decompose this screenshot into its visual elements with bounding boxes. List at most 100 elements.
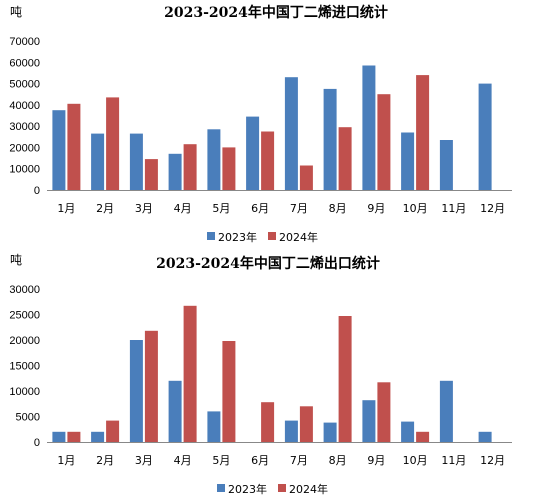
export-y-axis: 0 5000 10000 15000 20000 25000 30000 <box>9 284 40 449</box>
import-bar-2023 <box>129 133 143 190</box>
import-y-tick-label: 60000 <box>9 57 40 69</box>
export-x-tick-label: 7月 <box>290 454 308 467</box>
export-bar-2024 <box>261 402 275 442</box>
import-bar-2023 <box>168 153 182 190</box>
import-chart-title: 2023-2024年中国丁二烯进口统计 <box>164 4 388 21</box>
export-x-tick-label: 6月 <box>251 454 269 467</box>
export-legend-label-2023: 2023年 <box>228 482 267 496</box>
import-y-tick-label: 0 <box>34 185 40 197</box>
export-x-tick-label: 1月 <box>57 454 75 467</box>
import-bar-2024 <box>67 103 81 190</box>
export-x-tick-label: 11月 <box>441 454 466 467</box>
import-bar-2024 <box>144 159 158 190</box>
export-bar-2023 <box>323 422 337 442</box>
import-bar-2023 <box>323 88 337 190</box>
import-x-tick-label: 9月 <box>367 202 385 215</box>
import-x-tick-label: 6月 <box>251 202 269 215</box>
import-bar-2024 <box>261 131 275 190</box>
export-y-tick-label: 30000 <box>9 284 40 296</box>
import-bar-2023 <box>246 116 260 190</box>
export-bar-2023 <box>129 340 143 442</box>
import-x-tick-label: 3月 <box>135 202 153 215</box>
export-x-tick-label: 12月 <box>480 454 505 467</box>
import-y-tick-label: 40000 <box>9 100 40 112</box>
export-bar-2023 <box>478 431 492 442</box>
import-legend-label-2024: 2024年 <box>279 230 318 244</box>
export-y-tick-label: 20000 <box>9 335 40 347</box>
export-bar-2024 <box>299 406 313 442</box>
export-unit-label: 吨 <box>10 253 22 267</box>
export-y-tick-label: 0 <box>34 437 40 449</box>
export-bar-2024 <box>416 431 430 442</box>
export-bar-2023 <box>439 380 453 442</box>
export-bar-2023 <box>401 421 415 442</box>
import-x-axis-labels: 1月 2月 3月 4月 5月 6月 7月 8月 9月 10月 11月 12月 <box>57 202 505 215</box>
export-y-tick-label: 10000 <box>9 386 40 398</box>
import-bar-2023 <box>207 129 221 190</box>
import-bar-2023 <box>284 77 298 190</box>
export-bar-2023 <box>168 380 182 442</box>
export-x-tick-label: 10月 <box>403 454 428 467</box>
export-chart: 吨 2023-2024年中国丁二烯出口统计 0 5000 10000 15000 200… <box>9 253 512 496</box>
export-bar-2024 <box>338 316 352 442</box>
export-x-tick-label: 2月 <box>96 454 114 467</box>
import-bar-2024 <box>106 97 120 190</box>
export-y-tick-label: 5000 <box>16 412 40 424</box>
export-x-tick-label: 4月 <box>174 454 192 467</box>
import-x-tick-label: 7月 <box>290 202 308 215</box>
import-bar-2023 <box>401 132 415 190</box>
import-bar-2024 <box>222 147 236 190</box>
export-bar-2024 <box>106 420 120 442</box>
import-bar-2024 <box>377 94 391 190</box>
import-x-tick-label: 2月 <box>96 202 114 215</box>
import-bar-2023 <box>52 110 66 190</box>
export-bars <box>52 305 492 442</box>
export-y-tick-label: 25000 <box>9 310 40 322</box>
import-bar-2023 <box>439 140 453 190</box>
import-legend-swatch-2023 <box>207 232 215 240</box>
import-y-tick-label: 70000 <box>9 36 40 48</box>
export-bar-2024 <box>377 382 391 442</box>
export-x-axis-labels: 1月 2月 3月 4月 5月 6月 7月 8月 9月 10月 11月 12月 <box>57 454 505 467</box>
import-bar-2024 <box>416 75 430 190</box>
export-bar-2023 <box>52 431 66 442</box>
export-bar-2024 <box>183 305 197 442</box>
export-y-tick-label: 15000 <box>9 361 40 373</box>
import-legend: 2023年 2024年 <box>207 230 318 244</box>
export-legend-label-2024: 2024年 <box>289 482 328 496</box>
import-y-tick-label: 10000 <box>9 164 40 176</box>
import-x-tick-label: 11月 <box>441 202 466 215</box>
export-legend: 2023年 2024年 <box>217 482 328 496</box>
import-bars <box>52 65 492 190</box>
export-bar-2023 <box>362 400 376 442</box>
import-legend-label-2023: 2023年 <box>218 230 257 244</box>
import-y-tick-label: 30000 <box>9 121 40 133</box>
import-x-tick-label: 10月 <box>403 202 428 215</box>
import-bar-2023 <box>362 65 376 190</box>
import-x-tick-label: 8月 <box>329 202 347 215</box>
import-y-axis: 0 10000 20000 30000 40000 50000 60000 70000 <box>9 36 40 197</box>
import-bar-2024 <box>299 165 313 190</box>
import-x-tick-label: 12月 <box>480 202 505 215</box>
import-bar-2024 <box>338 127 352 190</box>
import-y-tick-label: 20000 <box>9 142 40 154</box>
export-x-tick-label: 8月 <box>329 454 347 467</box>
export-bar-2023 <box>284 420 298 442</box>
import-chart: 吨 2023-2024年中国丁二烯进口统计 0 10000 20000 30000 40… <box>9 4 512 244</box>
import-x-tick-label: 5月 <box>212 202 230 215</box>
import-legend-swatch-2024 <box>268 232 276 240</box>
export-x-tick-label: 5月 <box>212 454 230 467</box>
import-y-tick-label: 50000 <box>9 79 40 91</box>
export-bar-2023 <box>91 431 105 442</box>
import-unit-label: 吨 <box>10 5 22 19</box>
export-legend-swatch-2023 <box>217 484 225 492</box>
export-bar-2024 <box>67 431 81 442</box>
export-x-tick-label: 9月 <box>367 454 385 467</box>
export-bar-2024 <box>144 330 158 442</box>
export-legend-swatch-2024 <box>278 484 286 492</box>
export-bar-2024 <box>222 341 236 442</box>
export-chart-title: 2023-2024年中国丁二烯出口统计 <box>156 255 380 272</box>
export-bar-2023 <box>207 411 221 442</box>
export-x-tick-label: 3月 <box>135 454 153 467</box>
